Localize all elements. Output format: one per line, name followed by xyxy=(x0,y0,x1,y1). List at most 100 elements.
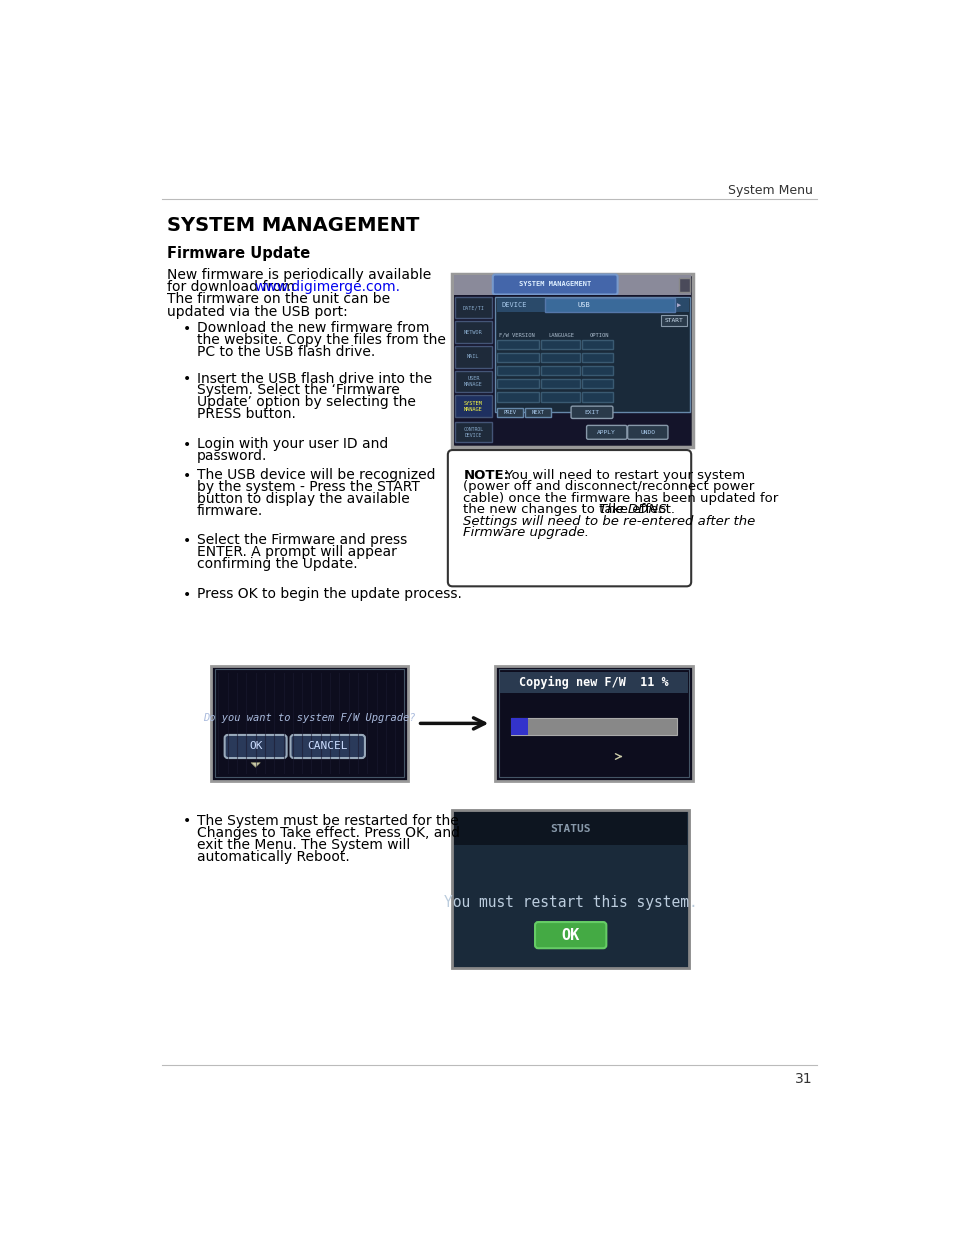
Bar xyxy=(581,340,612,350)
Text: •: • xyxy=(183,588,191,601)
Bar xyxy=(581,379,612,389)
Text: DEVICE: DEVICE xyxy=(500,303,526,309)
Text: •: • xyxy=(183,372,191,387)
Text: PRESS button.: PRESS button. xyxy=(196,408,295,421)
Text: OPTION: OPTION xyxy=(589,332,609,338)
Bar xyxy=(540,393,579,401)
Text: STATUS: STATUS xyxy=(550,824,590,834)
FancyBboxPatch shape xyxy=(452,274,692,447)
Text: Firmware upgrade.: Firmware upgrade. xyxy=(463,526,589,540)
Text: Settings will need to be re-entered after the: Settings will need to be re-entered afte… xyxy=(463,515,755,527)
Bar xyxy=(510,718,677,735)
Bar xyxy=(581,366,612,375)
Text: NOTE:: NOTE: xyxy=(463,468,509,482)
Text: The System must be restarted for the: The System must be restarted for the xyxy=(196,814,458,829)
Text: Firmware Update: Firmware Update xyxy=(167,246,311,261)
Bar xyxy=(455,422,492,442)
Bar xyxy=(497,408,522,417)
Text: You must restart this system.: You must restart this system. xyxy=(443,895,697,910)
Text: Select the Firmware and press: Select the Firmware and press xyxy=(196,534,407,547)
Text: PC to the USB flash drive.: PC to the USB flash drive. xyxy=(196,346,375,359)
Bar xyxy=(497,379,537,389)
Bar xyxy=(499,672,687,693)
Text: Copying new F/W  11 %: Copying new F/W 11 % xyxy=(518,676,668,689)
Text: •: • xyxy=(183,322,191,336)
Bar xyxy=(455,321,492,343)
FancyBboxPatch shape xyxy=(493,274,617,294)
Text: •: • xyxy=(183,534,191,548)
Bar xyxy=(455,296,492,319)
Bar xyxy=(454,275,691,295)
Bar xyxy=(455,370,492,393)
Text: Insert the USB flash drive into the: Insert the USB flash drive into the xyxy=(196,372,432,385)
Bar xyxy=(497,299,688,312)
FancyBboxPatch shape xyxy=(495,296,690,412)
Bar xyxy=(455,346,492,368)
Text: •: • xyxy=(183,468,191,483)
Text: SYSTEM MANAGEMENT: SYSTEM MANAGEMENT xyxy=(518,282,590,288)
Text: CANCEL: CANCEL xyxy=(307,741,348,751)
Text: button to display the available: button to display the available xyxy=(196,492,409,505)
Text: •: • xyxy=(183,437,191,452)
Text: password.: password. xyxy=(196,448,267,463)
Text: EXIT: EXIT xyxy=(584,410,598,415)
Text: CONTROL
DEVICE: CONTROL DEVICE xyxy=(463,427,483,437)
Bar xyxy=(454,811,686,845)
Text: (power off and disconnect/reconnect power: (power off and disconnect/reconnect powe… xyxy=(463,480,754,493)
Text: F/W VERSION: F/W VERSION xyxy=(498,332,534,338)
FancyBboxPatch shape xyxy=(571,406,612,419)
Text: The USB device will be recognized: The USB device will be recognized xyxy=(196,468,435,482)
Bar xyxy=(497,366,537,375)
Text: Download the new firmware from: Download the new firmware from xyxy=(196,321,429,336)
Bar xyxy=(679,278,689,293)
Text: SYSTEM
MANAGE: SYSTEM MANAGE xyxy=(463,400,482,411)
Text: automatically Reboot.: automatically Reboot. xyxy=(196,850,349,864)
Text: NETWOR: NETWOR xyxy=(463,330,482,335)
Bar xyxy=(545,299,674,312)
Text: the new changes to take effect.: the new changes to take effect. xyxy=(463,503,679,516)
FancyBboxPatch shape xyxy=(224,735,286,758)
Bar xyxy=(497,340,537,350)
Text: The DDNS: The DDNS xyxy=(598,503,666,516)
Text: OK: OK xyxy=(249,741,262,751)
Text: www.digimerge.com.: www.digimerge.com. xyxy=(253,280,399,294)
Text: PREV: PREV xyxy=(503,410,516,415)
Text: DATE/TI: DATE/TI xyxy=(462,305,484,310)
Text: START: START xyxy=(664,319,682,324)
Text: New firmware is periodically available: New firmware is periodically available xyxy=(167,268,431,282)
Bar xyxy=(540,366,579,375)
Bar xyxy=(510,718,527,735)
Text: You will need to restart your system: You will need to restart your system xyxy=(500,468,744,482)
Text: updated via the USB port:: updated via the USB port: xyxy=(167,305,348,319)
FancyBboxPatch shape xyxy=(535,923,606,948)
Bar xyxy=(497,393,537,401)
Text: the website. Copy the files from the: the website. Copy the files from the xyxy=(196,333,445,347)
Text: confirming the Update.: confirming the Update. xyxy=(196,557,357,571)
Text: Changes to Take effect. Press OK, and: Changes to Take effect. Press OK, and xyxy=(196,826,459,840)
Text: System. Select the ‘Firmware: System. Select the ‘Firmware xyxy=(196,383,399,398)
Text: Update’ option by selecting the: Update’ option by selecting the xyxy=(196,395,416,409)
FancyBboxPatch shape xyxy=(447,450,691,587)
Text: OK: OK xyxy=(561,927,579,942)
FancyBboxPatch shape xyxy=(627,425,667,440)
Text: by the system - Press the START: by the system - Press the START xyxy=(196,479,419,494)
FancyBboxPatch shape xyxy=(660,315,686,326)
Text: •: • xyxy=(183,814,191,829)
Text: USER
MANAGE: USER MANAGE xyxy=(463,377,482,387)
Text: Press OK to begin the update process.: Press OK to begin the update process. xyxy=(196,587,461,601)
Text: Login with your user ID and: Login with your user ID and xyxy=(196,437,388,451)
Text: The firmware on the unit can be: The firmware on the unit can be xyxy=(167,293,390,306)
Bar xyxy=(581,393,612,401)
Bar xyxy=(581,353,612,362)
Text: Do you want to system F/W Upgrade?: Do you want to system F/W Upgrade? xyxy=(203,713,416,722)
Bar xyxy=(540,379,579,389)
Text: USB: USB xyxy=(578,303,590,309)
Text: LANGUAGE: LANGUAGE xyxy=(547,332,574,338)
FancyBboxPatch shape xyxy=(291,735,365,758)
Bar xyxy=(525,408,550,417)
Text: cable) once the firmware has been updated for: cable) once the firmware has been update… xyxy=(463,492,778,505)
Bar xyxy=(455,395,492,417)
Text: for download from: for download from xyxy=(167,280,299,294)
FancyBboxPatch shape xyxy=(211,666,408,782)
Text: UNDO: UNDO xyxy=(639,430,655,435)
